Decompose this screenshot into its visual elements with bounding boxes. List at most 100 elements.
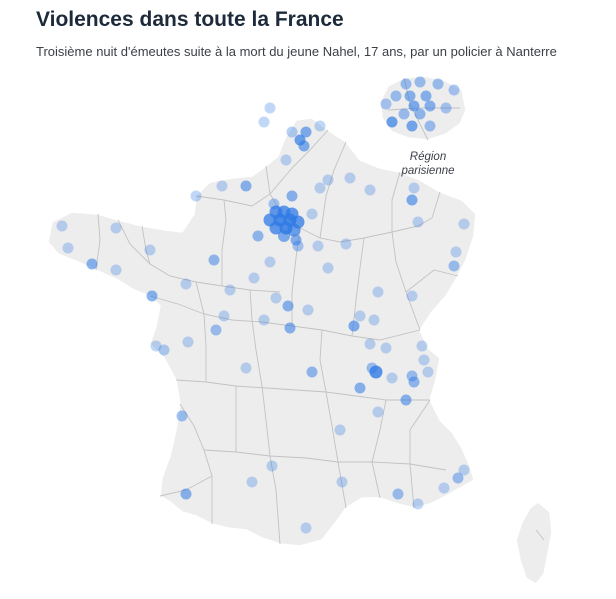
incident-dot xyxy=(269,221,283,235)
incident-dot xyxy=(62,242,74,254)
incident-dot xyxy=(314,182,326,194)
incident-dot xyxy=(56,220,68,232)
incident-dot xyxy=(366,362,378,374)
incident-dot xyxy=(372,286,384,298)
incident-dot xyxy=(290,234,302,246)
incident-dot xyxy=(432,78,444,90)
incident-dot xyxy=(420,90,432,102)
incident-dot xyxy=(266,460,278,472)
incident-dot xyxy=(452,472,464,484)
incident-dot xyxy=(258,116,270,128)
incident-dot xyxy=(314,120,326,132)
inset-label-line2: parisienne xyxy=(400,165,454,177)
incident-dot xyxy=(368,314,380,326)
incident-dot xyxy=(380,342,392,354)
incident-dot xyxy=(246,476,258,488)
incident-dot xyxy=(450,246,462,258)
incident-dot xyxy=(424,120,436,132)
incident-dot xyxy=(110,264,122,276)
incident-dot xyxy=(390,90,402,102)
incident-dot xyxy=(416,340,428,352)
incident-dot xyxy=(322,174,334,186)
incident-dot xyxy=(422,366,434,378)
chart-subtitle: Troisième nuit d'émeutes suite à la mort… xyxy=(36,44,557,59)
incident-dot xyxy=(240,180,252,192)
incident-dot xyxy=(418,354,430,366)
incident-dot xyxy=(424,100,436,112)
incident-dot xyxy=(336,476,348,488)
incident-dot xyxy=(218,310,230,322)
incident-dot xyxy=(458,464,470,476)
incident-dot xyxy=(150,340,162,352)
incident-dot xyxy=(406,120,418,132)
incident-dot xyxy=(180,488,192,500)
incident-dot xyxy=(408,182,420,194)
incident-dot xyxy=(224,284,236,296)
incident-dot xyxy=(110,222,122,234)
incident-dot xyxy=(210,324,222,336)
incident-dot xyxy=(298,140,310,152)
incident-dot xyxy=(270,292,282,304)
incident-dot xyxy=(364,184,376,196)
incident-dot xyxy=(340,238,352,250)
department-borders xyxy=(95,77,545,545)
incident-dot xyxy=(280,154,292,166)
incident-dot xyxy=(400,394,412,406)
incident-dot xyxy=(312,240,324,252)
incident-dot xyxy=(334,424,346,436)
incident-dot xyxy=(180,278,192,290)
incident-dot xyxy=(306,366,318,378)
incident-dot xyxy=(264,102,276,114)
incident-dot xyxy=(158,344,170,356)
incident-dot xyxy=(392,488,404,500)
incident-dot xyxy=(240,362,252,374)
incident-dot xyxy=(146,290,158,302)
incident-dot xyxy=(364,338,376,350)
incident-dot xyxy=(286,190,298,202)
incident-dot xyxy=(408,100,420,112)
incident-dot xyxy=(448,260,460,272)
incident-dot xyxy=(408,376,420,388)
incident-dot xyxy=(216,180,228,192)
incident-dot xyxy=(287,223,301,237)
incident-dots xyxy=(56,76,470,534)
incident-dot xyxy=(386,116,398,128)
incident-dot xyxy=(252,230,264,242)
incident-dot xyxy=(176,410,188,422)
incident-dot xyxy=(278,230,290,242)
incident-dot xyxy=(458,218,470,230)
incident-dot xyxy=(406,290,418,302)
incident-dot xyxy=(412,216,424,228)
corsica-shape xyxy=(515,501,553,585)
chart-title: Violences dans toute la France xyxy=(36,8,344,31)
incident-dot xyxy=(248,272,260,284)
incident-dot xyxy=(300,126,312,138)
incident-dot xyxy=(414,76,426,88)
incident-dot xyxy=(344,172,356,184)
incident-dot xyxy=(404,90,416,102)
incident-dot xyxy=(412,498,424,510)
incident-dot xyxy=(264,256,276,268)
incident-dot xyxy=(300,522,312,534)
incident-dot xyxy=(306,208,318,220)
incident-dot xyxy=(398,108,410,120)
incident-dot xyxy=(414,108,426,120)
france-mainland-shape xyxy=(47,117,477,547)
incident-dot xyxy=(284,322,296,334)
incident-dot xyxy=(380,98,392,110)
incident-dot xyxy=(372,406,384,418)
inset-label-line1: Région xyxy=(410,151,446,163)
incident-dot xyxy=(348,320,360,332)
incident-dot xyxy=(386,372,398,384)
incident-dot xyxy=(144,244,156,256)
incident-dot xyxy=(440,102,452,114)
incident-dot xyxy=(406,194,418,206)
incident-dot xyxy=(322,262,334,274)
incident-dot xyxy=(354,382,366,394)
incident-dot xyxy=(190,190,202,202)
incident-dot xyxy=(292,240,304,252)
incident-dot xyxy=(400,78,412,90)
incident-dot xyxy=(369,365,383,379)
incident-dot xyxy=(258,314,270,326)
